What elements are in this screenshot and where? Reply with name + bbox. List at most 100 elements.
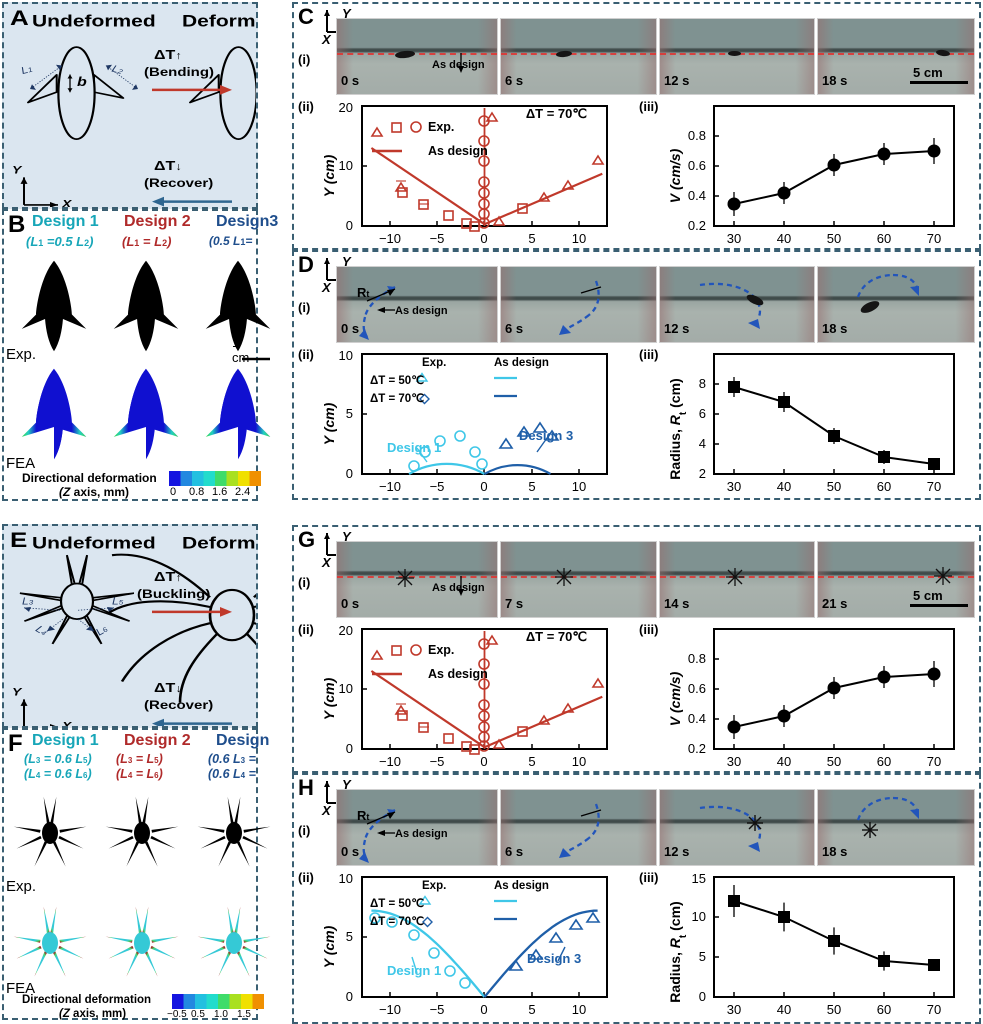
svg-text:Exp.: Exp. [422,880,446,892]
svg-text:As design: As design [494,880,549,892]
svg-text:−5: −5 [430,231,445,246]
svg-text:−5: −5 [430,1002,445,1017]
svg-text:Design 3: Design 3 [519,428,573,443]
svg-text:60: 60 [877,231,891,246]
svg-text:50: 50 [827,231,841,246]
svg-text:2: 2 [699,466,706,481]
svg-text:Y (cm): Y (cm) [322,402,337,445]
svg-text:ΔT(℃): ΔT(℃) [812,493,856,494]
svg-text:ΔT(℃): ΔT(℃) [812,768,856,769]
svg-text:10: 10 [339,681,353,696]
svg-text:30: 30 [727,754,741,769]
svg-text:60: 60 [877,754,891,769]
svg-text:70: 70 [927,479,941,494]
svg-text:10: 10 [339,348,353,363]
svg-text:As design: As design [428,144,488,158]
svg-text:ΔT = 70℃: ΔT = 70℃ [526,629,587,644]
svg-text:−10: −10 [379,231,401,246]
svg-text:60: 60 [877,1002,891,1017]
svg-text:0.8: 0.8 [688,128,706,143]
svg-text:ΔT = 70℃: ΔT = 70℃ [526,106,587,121]
svg-text:ΔT(℃): ΔT(℃) [812,245,856,246]
svg-text:40: 40 [777,479,791,494]
svg-text:X (cm): X (cm) [462,768,506,769]
svg-text:60: 60 [877,479,891,494]
svg-text:40: 40 [777,1002,791,1017]
svg-text:6: 6 [699,406,706,421]
svg-text:0.2: 0.2 [688,218,706,233]
svg-text:ΔT = 70℃: ΔT = 70℃ [370,392,424,405]
svg-text:0: 0 [346,989,353,1004]
svg-text:0: 0 [346,218,353,233]
svg-text:70: 70 [927,754,941,769]
svg-text:4: 4 [699,436,706,451]
svg-text:50: 50 [827,479,841,494]
svg-text:10: 10 [572,231,586,246]
svg-text:ΔT = 70℃: ΔT = 70℃ [370,915,424,928]
svg-text:Design 3: Design 3 [527,951,581,966]
svg-text:V (cm/s): V (cm/s) [667,671,683,726]
svg-text:0: 0 [699,989,706,1004]
svg-text:ΔT = 50℃: ΔT = 50℃ [370,374,424,387]
svg-text:15: 15 [692,871,706,886]
svg-text:10: 10 [572,479,586,494]
svg-text:X (cm): X (cm) [462,1016,506,1017]
svg-text:5: 5 [346,406,353,421]
svg-text:X (cm): X (cm) [462,493,506,494]
svg-text:50: 50 [827,754,841,769]
svg-text:0.8: 0.8 [688,651,706,666]
svg-text:0.6: 0.6 [688,158,706,173]
svg-text:0.2: 0.2 [688,741,706,756]
svg-text:ΔT = 50℃: ΔT = 50℃ [370,897,424,910]
svg-text:0.4: 0.4 [688,188,706,203]
svg-text:30: 30 [727,1002,741,1017]
svg-text:5: 5 [528,479,535,494]
svg-text:−10: −10 [379,479,401,494]
svg-text:40: 40 [777,231,791,246]
svg-text:5: 5 [699,949,706,964]
svg-text:10: 10 [572,1002,586,1017]
svg-text:X (cm): X (cm) [462,245,506,246]
svg-text:30: 30 [727,479,741,494]
svg-text:ΔT(℃): ΔT(℃) [812,1016,856,1017]
svg-text:10: 10 [692,909,706,924]
svg-text:0.6: 0.6 [688,681,706,696]
svg-text:30: 30 [727,231,741,246]
svg-text:As design: As design [428,667,488,681]
svg-text:Exp.: Exp. [422,357,446,369]
svg-text:10: 10 [572,754,586,769]
svg-text:10: 10 [339,158,353,173]
svg-text:20: 20 [339,100,353,115]
svg-text:−5: −5 [430,479,445,494]
svg-text:8: 8 [699,376,706,391]
svg-text:50: 50 [827,1002,841,1017]
svg-text:Y (cm): Y (cm) [322,677,337,720]
svg-text:−10: −10 [379,754,401,769]
svg-text:5: 5 [528,1002,535,1017]
svg-text:0: 0 [480,231,487,246]
svg-text:V (cm/s): V (cm/s) [667,148,683,203]
svg-text:5: 5 [528,754,535,769]
svg-text:70: 70 [927,231,941,246]
svg-text:As design: As design [494,357,549,369]
svg-text:Design 1: Design 1 [387,440,441,455]
svg-text:Exp.: Exp. [428,643,454,657]
svg-text:0.4: 0.4 [688,711,706,726]
svg-text:Exp.: Exp. [428,120,454,134]
svg-text:0: 0 [480,754,487,769]
svg-text:−10: −10 [379,1002,401,1017]
svg-text:Y (cm): Y (cm) [322,154,337,197]
svg-text:Y (cm): Y (cm) [322,925,337,968]
svg-text:Radius, Rt (cm): Radius, Rt (cm) [667,901,689,1002]
svg-text:0: 0 [346,466,353,481]
svg-text:20: 20 [339,623,353,638]
svg-text:40: 40 [777,754,791,769]
svg-text:5: 5 [346,929,353,944]
svg-text:5: 5 [528,231,535,246]
svg-text:0: 0 [346,741,353,756]
svg-text:0: 0 [480,479,487,494]
svg-text:Radius, Rt (cm): Radius, Rt (cm) [667,378,689,479]
svg-text:0: 0 [480,1002,487,1017]
svg-text:70: 70 [927,1002,941,1017]
svg-text:−5: −5 [430,754,445,769]
